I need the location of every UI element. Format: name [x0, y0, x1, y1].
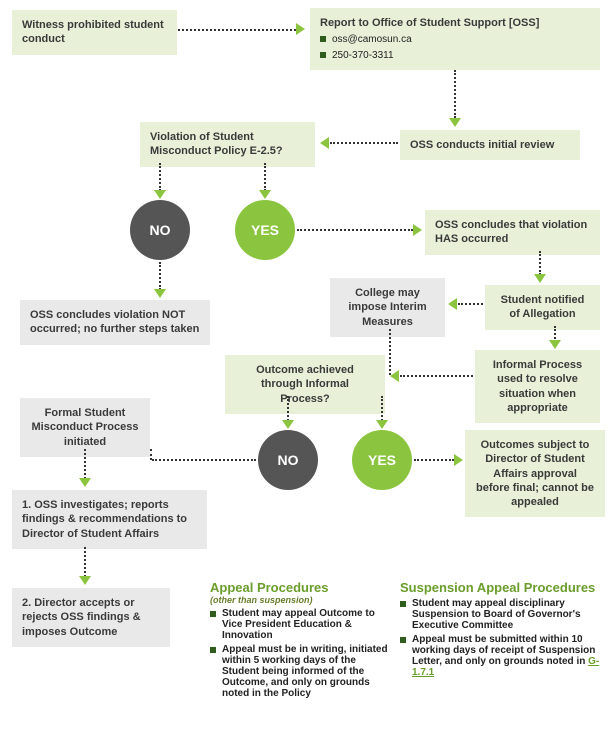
arrowhead-icon	[259, 190, 271, 199]
arrowhead-icon	[79, 478, 91, 487]
suspension-item-2-text: Appeal must be submitted within 10 worki…	[412, 634, 595, 667]
edge-no2-formal-h	[152, 459, 256, 461]
node-no-1-label: NO	[150, 222, 171, 238]
arrowhead-icon	[413, 224, 422, 236]
arrowhead-icon	[449, 118, 461, 127]
node-review: OSS conducts initial review	[400, 130, 580, 160]
node-step-2-text: 2. Director accepts or rejects OSS findi…	[22, 597, 141, 638]
node-outcomes-subject-text: Outcomes subject to Director of Student …	[476, 439, 594, 508]
edge-hasoccurred-allegation	[539, 251, 541, 275]
arrowhead-icon	[376, 420, 388, 429]
arrowhead-icon	[390, 370, 399, 382]
node-yes-2: YES	[352, 430, 412, 490]
suspension-title: Suspension Appeal Procedures	[400, 580, 605, 595]
node-has-occurred: OSS concludes that violation HAS occurre…	[425, 210, 600, 255]
edge-witness-report	[178, 29, 296, 31]
node-not-occurred-text: OSS concludes violation NOT occurred; no…	[30, 309, 199, 335]
arrowhead-icon	[454, 454, 463, 466]
node-has-occurred-text: OSS concludes that violation HAS occurre…	[435, 219, 587, 245]
appeal-subtitle: (other than suspension)	[210, 595, 388, 605]
node-formal-text: Formal Student Misconduct Process initia…	[32, 407, 139, 448]
node-interim-text: College may impose Interim Measures	[348, 287, 426, 328]
edge-informal-outcomeq	[400, 375, 473, 377]
node-outcome-question-text: Outcome achieved through Informal Proces…	[256, 364, 354, 405]
edge-outcomeq-no2	[287, 396, 289, 421]
node-witness: Witness prohibited student conduct	[12, 10, 177, 55]
appeal-title: Appeal Procedures	[210, 580, 388, 595]
node-no-2: NO	[258, 430, 318, 490]
arrowhead-icon	[534, 274, 546, 283]
node-yes-1: YES	[235, 200, 295, 260]
edge-review-violationq	[330, 142, 398, 144]
node-witness-text: Witness prohibited student conduct	[22, 19, 164, 45]
report-phone: 250-370-3311	[332, 49, 394, 62]
node-no-2-label: NO	[278, 452, 299, 468]
node-interim: College may impose Interim Measures	[330, 278, 445, 337]
edge-interim-down	[389, 329, 391, 375]
arrowhead-icon	[320, 137, 329, 149]
node-step-1-text: 1. OSS investigates; reports findings & …	[22, 499, 187, 540]
edge-allegation-interim	[458, 303, 483, 305]
node-step-1: 1. OSS investigates; reports findings & …	[12, 490, 207, 549]
edge-violationq-no1	[159, 163, 161, 191]
suspension-item-2: Appeal must be submitted within 10 worki…	[412, 634, 605, 678]
node-allegation: Student notified of Allegation	[485, 285, 600, 330]
arrowhead-icon	[448, 298, 457, 310]
arrowhead-icon	[154, 289, 166, 298]
bullet-icon	[320, 52, 326, 58]
arrowhead-icon	[549, 340, 561, 349]
node-report-title: Report to Office of Student Support [OSS…	[320, 16, 590, 30]
edge-step1-step2	[84, 547, 86, 577]
edge-violationq-yes1	[264, 163, 266, 191]
appeal-item-2: Appeal must be in writing, initiated wit…	[222, 644, 388, 699]
suspension-item-1: Student may appeal disciplinary Suspensi…	[412, 598, 605, 631]
edge-outcomeq-yes2	[381, 396, 383, 421]
arrowhead-icon	[282, 420, 294, 429]
node-outcomes-subject: Outcomes subject to Director of Student …	[465, 430, 605, 517]
node-not-occurred: OSS concludes violation NOT occurred; no…	[20, 300, 210, 345]
edge-no2-formal-v	[150, 449, 152, 460]
node-no-1: NO	[130, 200, 190, 260]
appeal-procedures: Appeal Procedures (other than suspension…	[210, 580, 388, 699]
suspension-procedures: Suspension Appeal Procedures Student may…	[400, 580, 605, 678]
node-report: Report to Office of Student Support [OSS…	[310, 8, 600, 70]
edge-yes1-hasoccurred	[297, 229, 413, 231]
edge-formal-step1	[84, 449, 86, 479]
edge-no1-notoccurred	[159, 262, 161, 290]
edge-yes2-outcomessubj	[414, 459, 454, 461]
arrowhead-icon	[154, 190, 166, 199]
report-email: oss@camosun.ca	[332, 33, 412, 46]
node-review-text: OSS conducts initial review	[410, 139, 554, 151]
bullet-icon	[210, 647, 216, 653]
node-yes-1-label: YES	[251, 222, 279, 238]
bullet-icon	[210, 611, 216, 617]
arrowhead-icon	[79, 576, 91, 585]
node-yes-2-label: YES	[368, 452, 396, 468]
node-informal: Informal Process used to resolve situati…	[475, 350, 600, 423]
node-step-2: 2. Director accepts or rejects OSS findi…	[12, 588, 170, 647]
bullet-icon	[400, 601, 406, 607]
bullet-icon	[320, 36, 326, 42]
node-violation-question: Violation of Student Misconduct Policy E…	[140, 122, 315, 167]
node-violation-question-text: Violation of Student Misconduct Policy E…	[150, 131, 283, 157]
arrowhead-icon	[296, 23, 305, 35]
edge-report-review	[454, 70, 456, 118]
node-allegation-text: Student notified of Allegation	[501, 294, 585, 320]
bullet-icon	[400, 637, 406, 643]
node-outcome-question: Outcome achieved through Informal Proces…	[225, 355, 385, 414]
appeal-item-1: Student may appeal Outcome to Vice Presi…	[222, 608, 388, 641]
node-informal-text: Informal Process used to resolve situati…	[493, 359, 582, 414]
